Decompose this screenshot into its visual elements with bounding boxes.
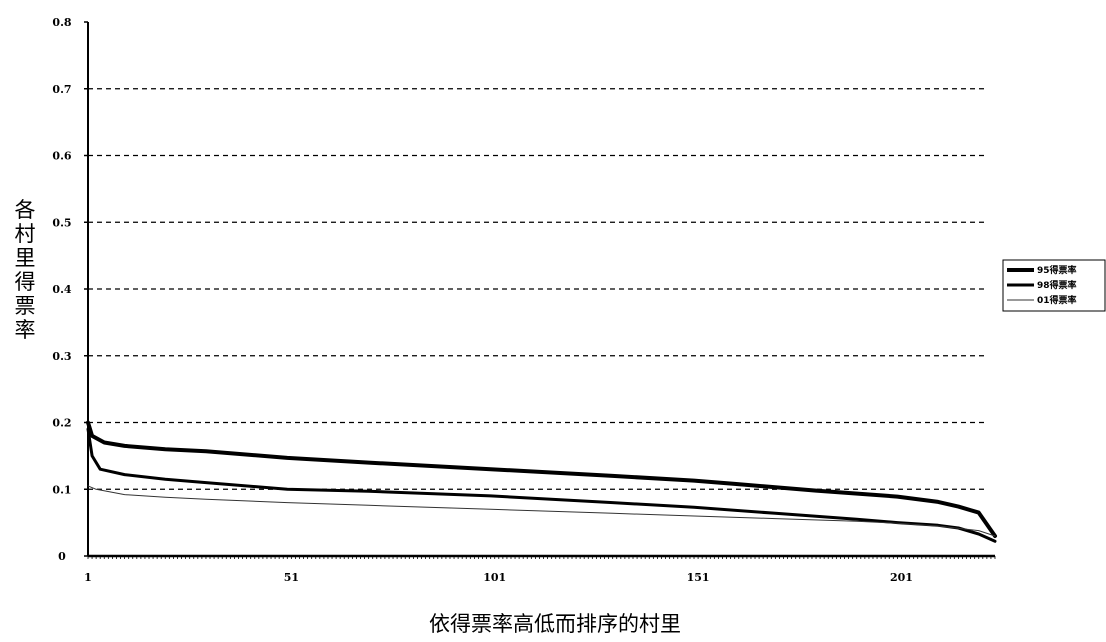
series-line-2 — [86, 427, 997, 543]
y-tick-label: 0 — [58, 550, 66, 563]
y-axis-title-char: 票 — [15, 294, 36, 318]
legend-label: 98得票率 — [1037, 279, 1077, 291]
y-axis-title-char: 各 — [15, 198, 36, 222]
y-axis-title-char: 率 — [15, 318, 36, 342]
y-tick-label: 0.7 — [52, 83, 71, 96]
x-tick-label: 151 — [687, 571, 710, 584]
y-tick-label: 0.3 — [52, 350, 71, 363]
series-line-3 — [87, 485, 996, 537]
y-tick-label: 0.5 — [52, 216, 71, 229]
x-tick-label: 101 — [483, 571, 506, 584]
x-tick-label: 201 — [890, 571, 913, 584]
y-axis-title-char: 得 — [15, 270, 36, 294]
x-tick-labels: 1 51 101 151 201 — [84, 556, 996, 584]
legend-label: 95得票率 — [1037, 264, 1077, 276]
x-axis-title: 依得票率高低而排序的村里 — [429, 612, 681, 636]
series-lines — [86, 420, 997, 543]
y-axis-title-char: 里 — [15, 246, 36, 270]
y-tick-label: 0.4 — [52, 283, 71, 296]
y-tick-labels: 0 0.1 0.2 0.3 0.4 0.5 0.6 0.7 0.8 — [52, 16, 88, 563]
y-tick-label: 0.6 — [52, 150, 71, 163]
series-line-1 — [86, 420, 997, 538]
legend-label: 01得票率 — [1037, 294, 1077, 306]
y-tick-label: 0.8 — [52, 16, 71, 29]
y-tick-label: 0.1 — [52, 483, 71, 496]
x-tick-label: 51 — [284, 571, 299, 584]
y-tick-label: 0.2 — [52, 417, 71, 430]
legend: 95得票率 98得票率 01得票率 — [1002, 259, 1106, 312]
y-axis-title-char: 村 — [15, 222, 36, 246]
x-tick-label: 1 — [84, 571, 92, 584]
y-gridlines — [88, 88, 985, 490]
